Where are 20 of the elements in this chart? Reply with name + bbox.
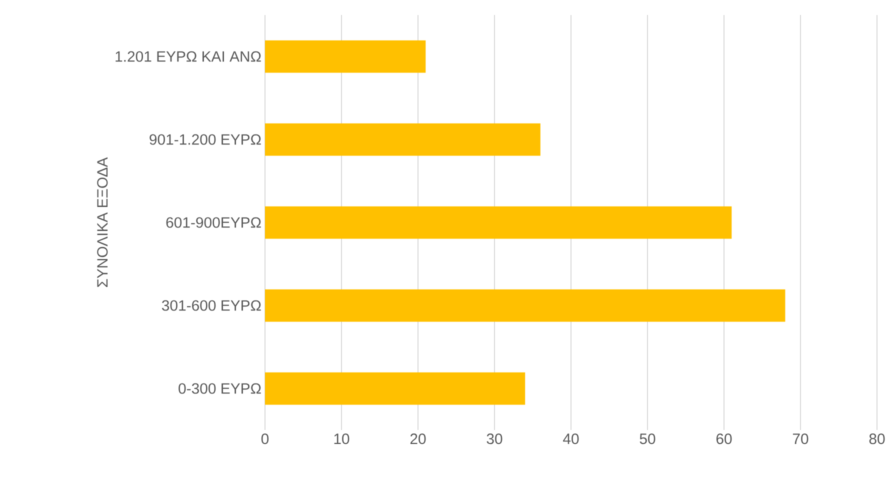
y-tick-label: 1.201 ΕΥΡΩ ΚΑΙ ΑΝΩ: [116, 51, 261, 62]
y-tick-label: 301-600 ΕΥΡΩ: [162, 300, 261, 311]
y-tick-label: 0-300 ΕΥΡΩ: [178, 383, 261, 394]
x-tick-label: 60: [716, 434, 732, 444]
bar: [265, 372, 526, 405]
x-tick-label: 70: [792, 434, 808, 444]
bar: [265, 123, 540, 156]
bar: [265, 206, 732, 239]
bar: [265, 289, 786, 322]
x-tick-label: 40: [563, 434, 579, 444]
x-tick-label: 30: [486, 434, 502, 444]
x-tick-label: 20: [410, 434, 426, 444]
x-tick-label: 0: [261, 434, 269, 444]
x-tick-label: 10: [334, 434, 350, 444]
y-tick-label: 601-900ΕΥΡΩ: [166, 217, 261, 228]
x-tick-label: 50: [640, 434, 656, 444]
x-tick-label: 80: [869, 434, 885, 444]
y-tick-label: 901-1.200 ΕΥΡΩ: [150, 134, 261, 145]
y-axis-title: ΣΥΝΟΛΙΚΑ ΕΞΟΔΑ: [97, 157, 108, 287]
bar: [265, 40, 426, 73]
